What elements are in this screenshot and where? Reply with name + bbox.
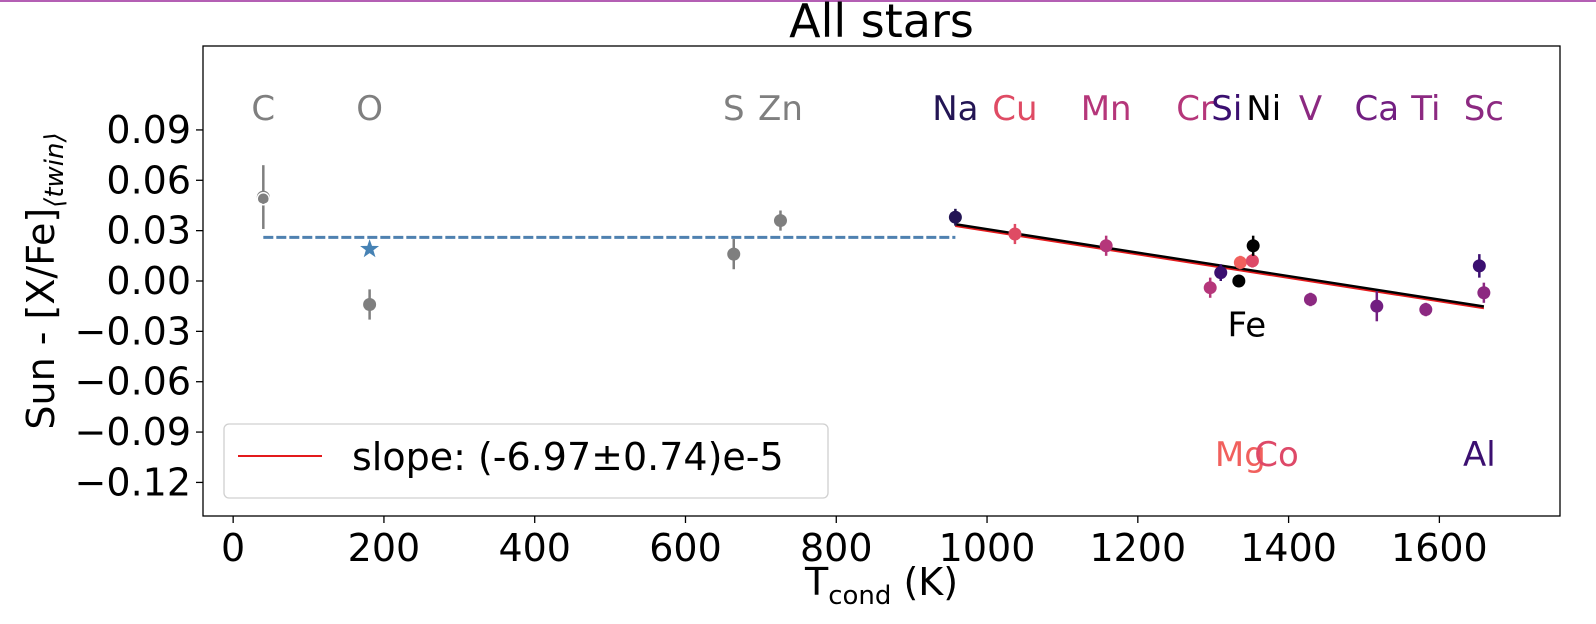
top-label-v: V <box>1299 89 1322 129</box>
y-tick-label: −0.09 <box>75 410 191 454</box>
y-tick-label: −0.12 <box>75 460 191 504</box>
point-cr <box>1203 281 1217 295</box>
x-tick-label: 1600 <box>1391 526 1488 570</box>
x-tick-label: 400 <box>498 526 571 570</box>
point-al <box>1472 259 1486 273</box>
y-tick-label: 0.00 <box>106 259 191 303</box>
point-o <box>363 298 377 311</box>
point-ca <box>1370 299 1384 313</box>
top-label-si: Si <box>1211 89 1242 129</box>
y-tick-label: 0.06 <box>106 158 191 202</box>
top-label-cr: Cr <box>1176 89 1214 129</box>
point-co <box>1245 254 1259 268</box>
x-tick-label: 600 <box>649 526 722 570</box>
top-label-cu: Cu <box>992 89 1037 129</box>
x-tick-label: 0 <box>221 526 245 570</box>
y-tick-label: 0.03 <box>106 209 191 253</box>
point-fe <box>1232 274 1246 288</box>
open-marker-c <box>256 192 271 206</box>
top-label-s: S <box>723 89 745 129</box>
legend-box <box>223 423 829 499</box>
point-sc <box>1477 286 1491 300</box>
bottom-label-al: Al <box>1463 435 1496 475</box>
point-s <box>727 247 741 261</box>
x-tick-label: 1000 <box>939 526 1036 570</box>
x-tick-label: 200 <box>348 526 421 570</box>
point-cu <box>1008 227 1022 241</box>
top-label-c: C <box>251 89 275 129</box>
bottom-label-co: Co <box>1254 435 1299 475</box>
x-tick-label: 1400 <box>1240 526 1337 570</box>
point-ni <box>1246 239 1260 253</box>
x-axis-ticks: 0 200 400 600 800 1000 1200 1400 1600 <box>221 516 1488 570</box>
x-tick-label: 800 <box>800 526 873 570</box>
y-axis-label: Sun - [X/Fe]⟨twin⟩ <box>19 132 70 429</box>
y-axis-ticks: 0.09 0.06 0.03 0.00 −0.03 −0.06 −0.09 −0.12 <box>75 108 203 504</box>
y-tick-label: −0.06 <box>75 360 191 404</box>
y-tick-label: 0.09 <box>106 108 191 152</box>
top-label-ca: Ca <box>1355 89 1400 129</box>
chart-title: All stars <box>789 0 974 48</box>
top-label-ni: Ni <box>1246 89 1281 129</box>
fe-label: Fe <box>1228 306 1267 346</box>
point-mn <box>1099 239 1113 253</box>
x-axis-label: Tcond (K) <box>804 560 958 611</box>
point-v <box>1303 292 1317 306</box>
x-tick-label: 1200 <box>1089 526 1186 570</box>
top-border-line <box>0 0 1596 2</box>
data-points <box>256 165 1491 322</box>
star-marker <box>360 239 380 258</box>
point-si <box>1214 266 1228 280</box>
point-na <box>948 210 962 224</box>
top-label-o: O <box>356 89 383 129</box>
point-ti <box>1419 303 1433 317</box>
top-label-na: Na <box>932 89 978 129</box>
y-tick-label: −0.03 <box>75 309 191 353</box>
top-label-mn: Mn <box>1081 89 1132 129</box>
point-zn <box>773 214 787 228</box>
top-label-sc: Sc <box>1464 89 1504 129</box>
bottom-label-mg: Mg <box>1215 435 1266 475</box>
legend-label: slope: (-6.97±0.74)e-5 <box>352 435 784 479</box>
point-mg <box>1233 256 1247 270</box>
top-label-ti: Ti <box>1410 89 1440 129</box>
top-label-zn: Zn <box>758 89 803 129</box>
fit-lines <box>263 223 1485 310</box>
legend: slope: (-6.97±0.74)e-5 <box>223 423 829 499</box>
